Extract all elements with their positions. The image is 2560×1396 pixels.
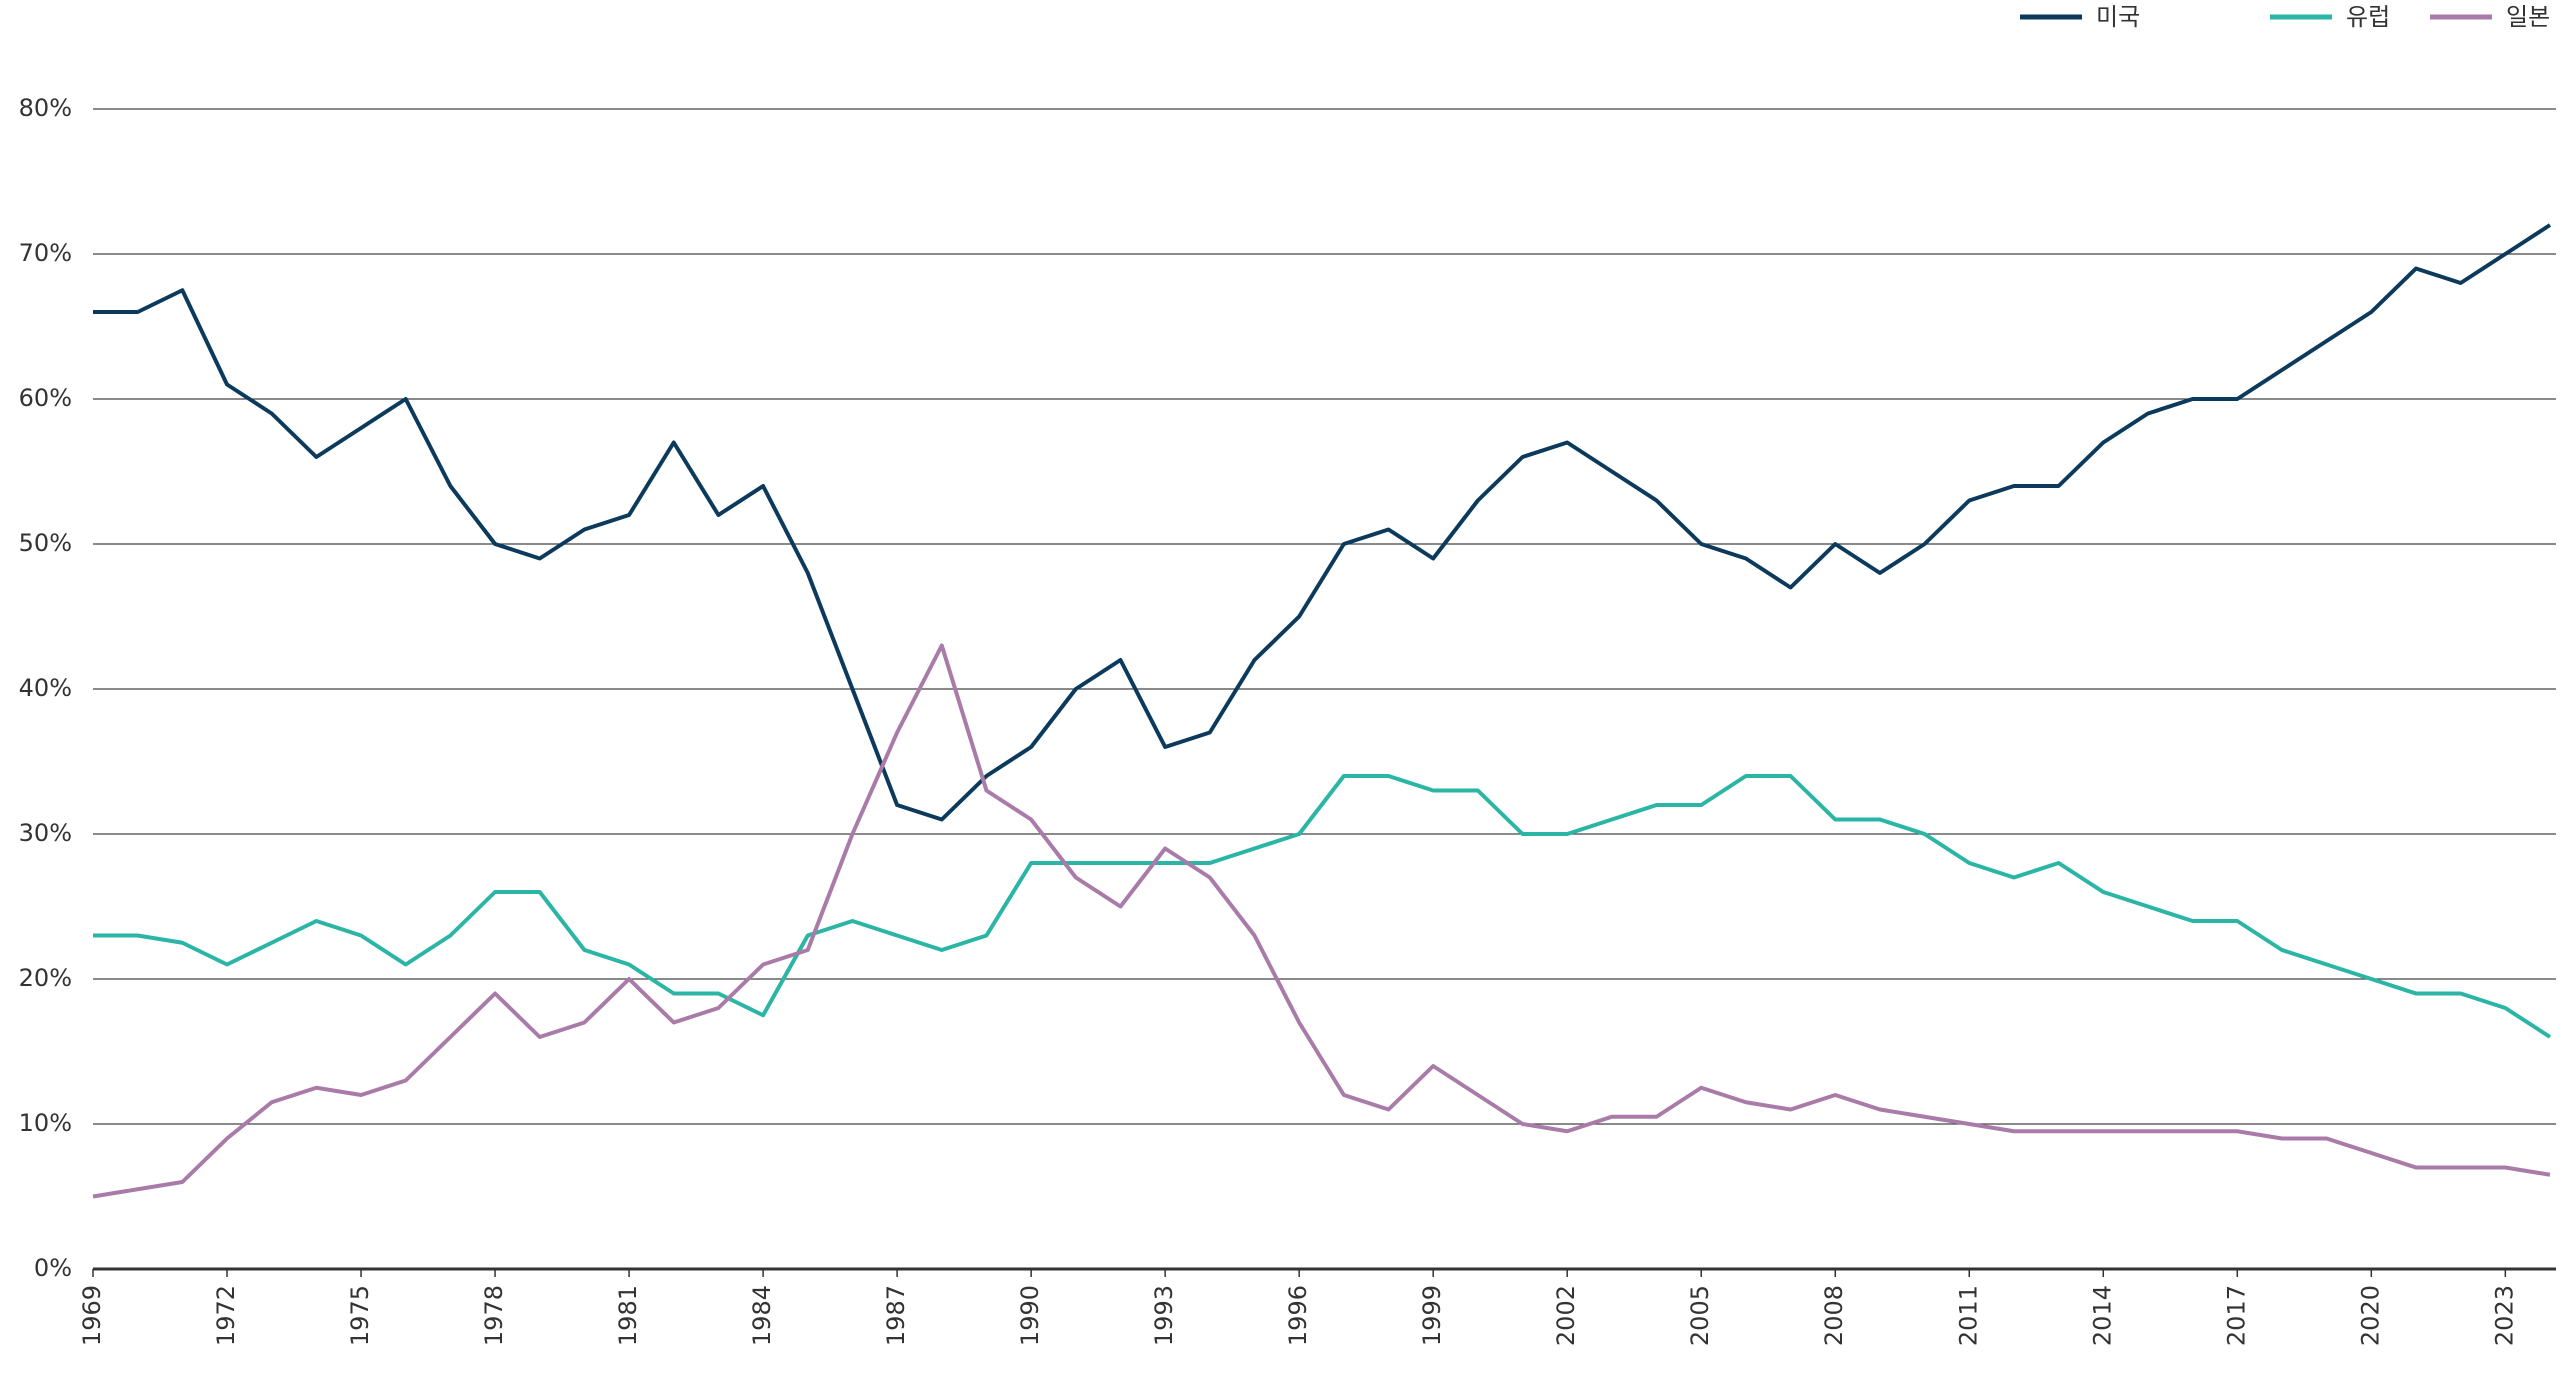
- x-tick-label: 1993: [1150, 1285, 1178, 1346]
- y-tick-label: 70%: [19, 239, 72, 267]
- x-tick-label: 1975: [346, 1285, 374, 1346]
- line-series: [93, 223, 2552, 822]
- x-tick-label: 1969: [78, 1285, 106, 1346]
- x-tick-label: 1972: [212, 1285, 240, 1346]
- x-tick-label: 2017: [2222, 1285, 2250, 1346]
- y-tick-label: 0%: [34, 1254, 72, 1282]
- legend-label: 유럽: [2346, 3, 2390, 31]
- x-tick-label: 2014: [2088, 1285, 2116, 1346]
- y-tick-label: 50%: [19, 529, 72, 557]
- y-tick-label: 30%: [19, 819, 72, 847]
- y-tick-label: 40%: [19, 674, 72, 702]
- x-tick-label: 2008: [1820, 1285, 1848, 1346]
- y-tick-label: 80%: [19, 94, 72, 122]
- x-tick-label: 1990: [1016, 1285, 1044, 1346]
- line-series: [92, 643, 2551, 1199]
- y-tick-label: 60%: [19, 384, 72, 412]
- y-tick-label: 10%: [19, 1109, 72, 1137]
- x-tick-label: 1987: [882, 1285, 910, 1346]
- x-tick-label: 1984: [748, 1285, 776, 1346]
- legend-label: 일본: [2506, 3, 2550, 31]
- x-tick-label: 1981: [614, 1285, 642, 1346]
- y-tick-label: 20%: [19, 964, 72, 992]
- x-tick-label: 2023: [2490, 1285, 2518, 1346]
- x-tick-label: 1996: [1284, 1285, 1312, 1346]
- x-tick-label: 2002: [1552, 1285, 1580, 1346]
- x-tick-label: 2011: [1954, 1285, 1982, 1346]
- x-tick-label: 2005: [1686, 1285, 1714, 1346]
- x-tick-label: 1999: [1418, 1285, 1446, 1346]
- legend-label: 미국: [2096, 3, 2140, 31]
- x-tick-label: 2020: [2356, 1285, 2384, 1346]
- x-tick-label: 1978: [480, 1285, 508, 1346]
- line-series: [93, 774, 2552, 1039]
